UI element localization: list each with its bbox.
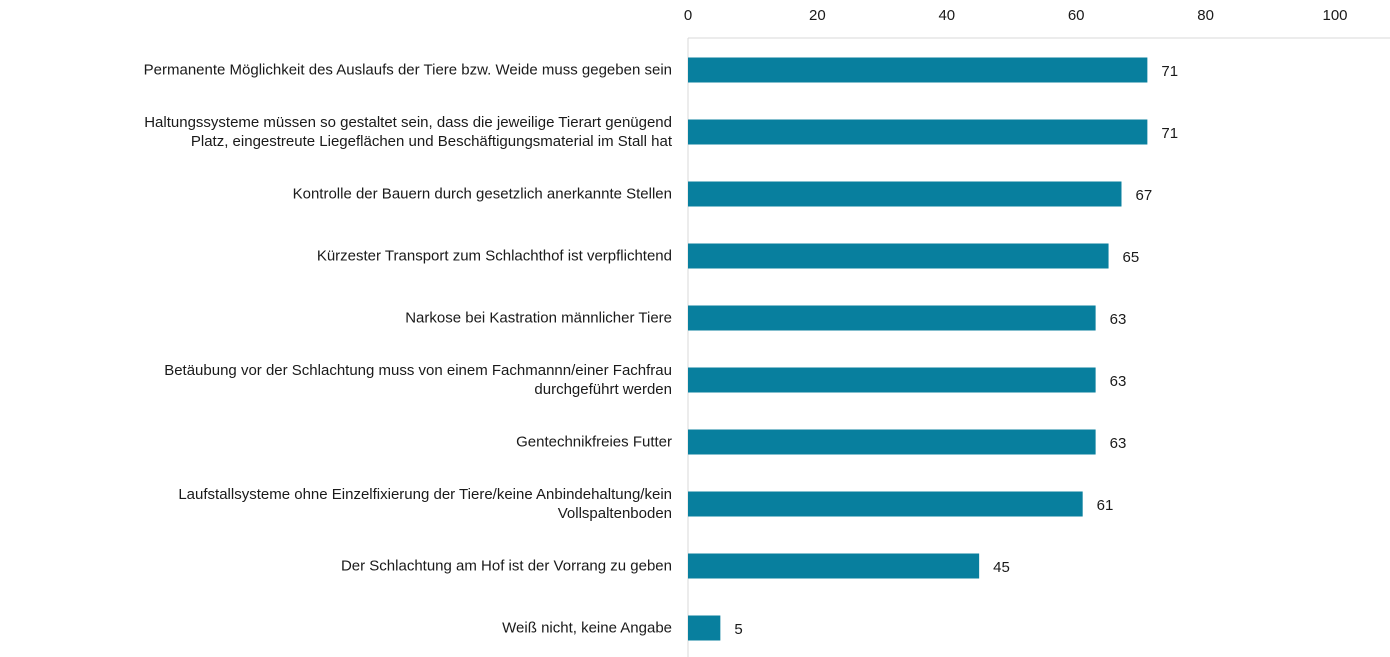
x-tick-label: 20 bbox=[809, 7, 826, 24]
category-label: Kontrolle der Bauern durch gesetzlich an… bbox=[292, 185, 672, 203]
x-tick-label: 80 bbox=[1197, 7, 1214, 24]
category-label: Haltungssysteme müssen so gestaltet sein… bbox=[144, 114, 672, 150]
data-label: 71 bbox=[1161, 63, 1178, 80]
bar bbox=[688, 57, 1148, 83]
x-tick-label: 60 bbox=[1068, 7, 1085, 24]
bar bbox=[688, 243, 1109, 269]
bar bbox=[688, 491, 1083, 517]
data-label: 63 bbox=[1110, 373, 1127, 390]
bar bbox=[688, 553, 980, 579]
category-label: Kürzester Transport zum Schlachthof ist … bbox=[316, 247, 672, 265]
category-label: Weiß nicht, keine Angabe bbox=[502, 619, 672, 637]
bar bbox=[688, 181, 1122, 207]
data-label: 63 bbox=[1110, 435, 1127, 452]
data-label: 5 bbox=[734, 621, 742, 638]
bar bbox=[688, 615, 721, 641]
data-label: 45 bbox=[993, 559, 1010, 576]
bar bbox=[688, 119, 1148, 145]
category-label: Betäubung vor der Schlachtung muss von e… bbox=[164, 362, 672, 398]
category-label: Permanente Möglichkeit des Auslaufs der … bbox=[143, 61, 672, 79]
data-label: 67 bbox=[1135, 187, 1152, 204]
category-label: Laufstallsysteme ohne Einzelfixierung de… bbox=[178, 486, 672, 522]
data-label: 71 bbox=[1161, 125, 1178, 142]
bar bbox=[688, 305, 1096, 331]
data-label: 63 bbox=[1110, 311, 1127, 328]
data-label: 61 bbox=[1097, 497, 1114, 514]
category-label: Narkose bei Kastration männlicher Tiere bbox=[405, 309, 672, 327]
data-label: 65 bbox=[1123, 249, 1140, 266]
bar bbox=[688, 367, 1096, 393]
category-label: Der Schlachtung am Hof ist der Vorrang z… bbox=[340, 557, 672, 575]
x-tick-label: 0 bbox=[684, 7, 692, 24]
category-label: Gentechnikfreies Futter bbox=[516, 433, 672, 451]
x-tick-label: 100 bbox=[1322, 7, 1347, 24]
x-tick-label: 40 bbox=[938, 7, 955, 24]
bar bbox=[688, 429, 1096, 455]
